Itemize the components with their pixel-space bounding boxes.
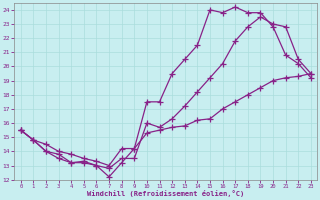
X-axis label: Windchill (Refroidissement éolien,°C): Windchill (Refroidissement éolien,°C) [87,190,244,197]
